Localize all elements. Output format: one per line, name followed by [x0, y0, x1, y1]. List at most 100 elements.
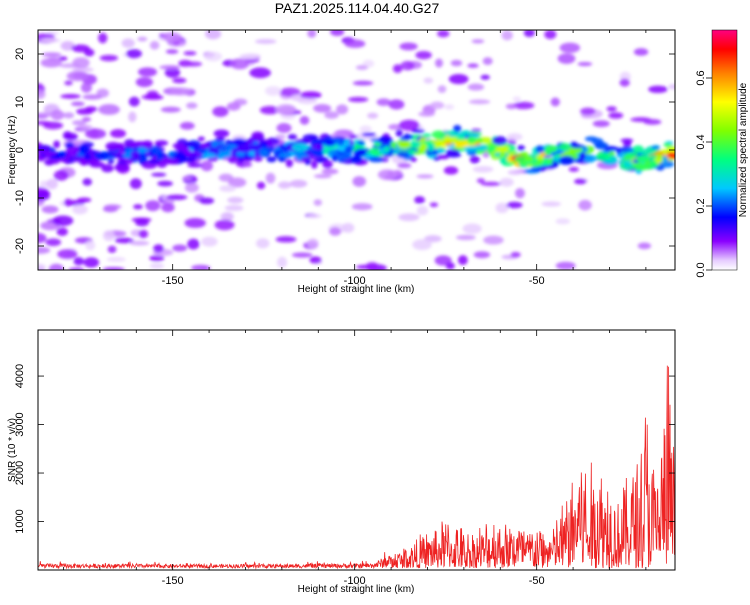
spectrogram-noise-cell	[633, 48, 649, 56]
spectrogram-band-cell	[239, 155, 255, 160]
spectrogram-band-cell	[463, 145, 479, 152]
spectrogram-noise-cell	[643, 118, 662, 125]
spectrogram-band-cell	[38, 144, 52, 152]
spectrogram-plot-area	[37, 29, 676, 271]
spectrogram-noise-cell	[277, 181, 292, 189]
spectrogram-noise-cell	[416, 205, 429, 216]
spectrogram-noise-cell	[279, 87, 301, 97]
spectrogram-noise-cell	[80, 82, 92, 93]
snr-axes: -150 -100 -50 1000 2000 3000 4000	[14, 330, 675, 587]
spectrogram-band-cell	[141, 162, 157, 169]
spectrogram-noise-cell	[121, 38, 135, 48]
spectrogram-band-cell	[310, 159, 318, 169]
spectrogram-noise-cell	[128, 96, 140, 107]
spectrogram-band-cell	[355, 148, 367, 157]
spectrogram-band-cell	[134, 141, 148, 148]
spectrogram-band-cell	[469, 155, 480, 164]
spectrogram-xlabel: Height of straight line (km)	[298, 284, 415, 295]
spectrogram-noise-cell	[336, 104, 349, 115]
spectrogram-noise-cell	[443, 166, 459, 175]
spectrogram-noise-cell	[165, 49, 179, 54]
spectrogram-noise-cell	[430, 101, 445, 110]
spectrogram-noise-cell	[103, 204, 122, 210]
spectrogram-noise-cell	[512, 101, 535, 110]
spectrogram-noise-cell	[330, 30, 345, 37]
spectrogram-noise-cell	[619, 78, 630, 87]
spectrogram-band-cell	[350, 155, 363, 164]
x-tick-label: -50	[529, 575, 545, 587]
spectrogram-noise-cell	[275, 236, 297, 243]
spectrogram-band-cell	[499, 156, 508, 163]
colorbar-tick-label: 0.6	[695, 70, 707, 85]
spectrogram-band-cell	[384, 145, 391, 152]
spectrogram-band-cell	[487, 145, 497, 153]
spectrogram-noise-cell	[578, 199, 592, 211]
spectrogram-noise-cell	[506, 201, 523, 209]
spectrogram-noise-cell	[52, 215, 74, 226]
spectrogram-band-cell	[361, 132, 377, 137]
spectrogram-noise-cell	[98, 104, 120, 115]
spectrogram-noise-cell	[41, 205, 59, 214]
spectrogram-band-cell	[623, 160, 633, 169]
spectrogram-band-cell	[588, 146, 595, 151]
spectrogram-band-cell	[524, 155, 534, 162]
spectrogram-noise-cell	[510, 251, 521, 258]
spectrogram-noise-cell	[60, 94, 81, 99]
spectrogram-noise-cell	[415, 50, 432, 60]
spectrogram-noise-cell	[72, 120, 87, 126]
spectrogram-noise-cell	[99, 54, 119, 62]
spectrogram-noise-cell	[38, 89, 46, 100]
spectrogram-noise-cell	[249, 67, 271, 79]
spectrogram-band-cell	[53, 140, 61, 149]
spectrogram-noise-cell	[429, 202, 439, 208]
spectrogram-noise-cell	[445, 262, 455, 270]
spectrogram-band-cell	[397, 140, 411, 149]
y-tick-label: 2000	[14, 461, 26, 485]
spectrogram-noise-cell	[230, 58, 250, 70]
y-tick-label: 0	[14, 147, 26, 153]
spectrogram-noise-cell	[160, 106, 181, 113]
spectrogram-noise-cell	[64, 80, 73, 86]
spectrogram-band-cell	[517, 144, 526, 151]
spectrogram-band-cell	[410, 156, 417, 162]
spectrogram-band-cell	[236, 144, 250, 153]
spectrogram-noise-cell	[457, 255, 468, 266]
spectrogram-noise-cell	[149, 263, 164, 269]
spectrogram-band-cell	[86, 159, 100, 165]
spectrogram-noise-cell	[60, 40, 75, 51]
spectrogram-noise-cell	[70, 101, 85, 107]
spectrogram-band-cell	[535, 145, 545, 153]
spectrogram-band-cell	[579, 151, 586, 161]
spectrogram-noise-cell	[544, 30, 557, 40]
spectrogram-noise-cell	[106, 256, 126, 263]
spectrogram-noise-cell	[129, 240, 150, 246]
spectrogram-noise-cell	[324, 111, 339, 119]
spectrogram-band-cell	[213, 129, 230, 138]
spectrogram-band-cell	[278, 156, 287, 163]
spectrogram-noise-cell	[455, 234, 476, 241]
spectrogram-noise-cell	[243, 161, 253, 168]
spectrogram-noise-cell	[40, 57, 63, 68]
spectrogram-noise-cell	[172, 77, 187, 84]
spectrogram-noise-cell	[85, 240, 96, 251]
spectrogram-band-cell	[151, 147, 163, 156]
spectrogram-noise-cell	[392, 64, 403, 73]
colorbar-gradient	[711, 29, 738, 271]
spectrogram-noise-cell	[256, 181, 266, 190]
spectrogram-noise-cell	[275, 104, 296, 115]
spectrogram-noise-cell	[256, 238, 270, 249]
spectrogram-noise-cell	[68, 267, 85, 270]
spectrogram-band-cell	[396, 151, 408, 159]
spectrogram-band-cell	[452, 124, 462, 133]
spectrogram-noise-cell	[169, 87, 191, 96]
spectrogram-noise-cell	[212, 106, 229, 117]
spectrogram-band-cell	[301, 156, 310, 162]
spectrogram-noise-cell	[348, 96, 369, 103]
spectrogram-noise-cell	[307, 30, 317, 38]
spectrogram-band-cell	[625, 152, 639, 157]
colorbar-label: Normalized spectral amplitude	[738, 82, 749, 217]
spectrogram-noise-cell	[321, 168, 339, 175]
spectrogram-noise-cell	[59, 56, 68, 61]
spectrogram-noise-cell	[38, 33, 55, 39]
